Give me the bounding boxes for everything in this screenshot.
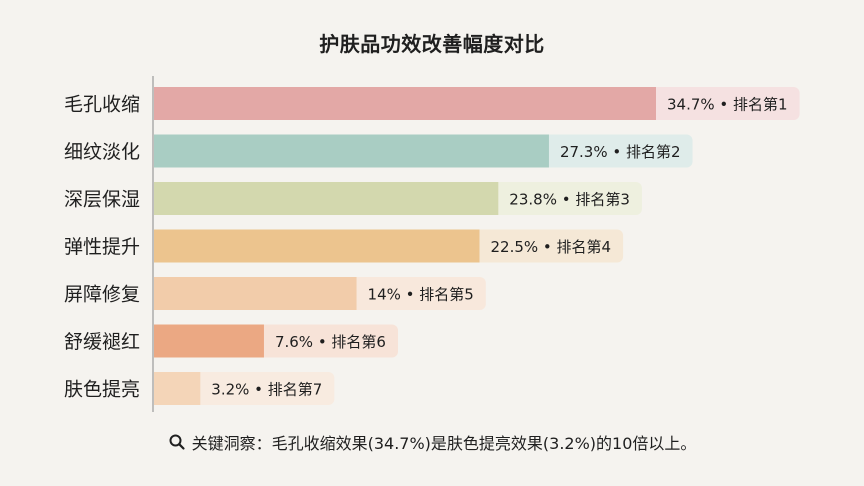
data-label: 22.5% • 排名第4 xyxy=(491,238,612,256)
data-label: 27.3% • 排名第2 xyxy=(560,143,681,161)
category-label: 肤色提亮 xyxy=(64,379,140,401)
data-label-background xyxy=(472,229,624,263)
data-label: 14% • 排名第5 xyxy=(368,286,474,304)
category-label: 深层保湿 xyxy=(64,189,140,211)
data-label: 7.6% • 排名第6 xyxy=(275,333,386,351)
insight-text: 关键洞察：毛孔收缩效果(34.7%)是肤色提亮效果(3.2%)的10倍以上。 xyxy=(191,434,697,453)
data-label: 23.8% • 排名第3 xyxy=(509,191,630,209)
search-icon xyxy=(168,433,186,451)
data-label-background xyxy=(649,87,800,120)
data-label-background xyxy=(256,324,398,358)
category-label: 细纹淡化 xyxy=(64,141,140,163)
chart-title: 护肤品功效改善幅度对比 xyxy=(319,32,545,56)
bar xyxy=(154,87,656,120)
data-label: 34.7% • 排名第1 xyxy=(667,96,788,114)
data-label-background xyxy=(349,277,486,310)
bar xyxy=(154,324,264,358)
bar xyxy=(154,182,499,215)
bar xyxy=(154,372,201,405)
category-label: 毛孔收缩 xyxy=(64,94,140,116)
data-label-background xyxy=(491,182,642,215)
category-label: 舒缓褪红 xyxy=(64,331,140,353)
bar xyxy=(154,134,549,168)
category-label: 弹性提升 xyxy=(64,236,140,258)
category-label: 屏障修复 xyxy=(64,284,140,306)
bar xyxy=(154,277,357,310)
data-label-background xyxy=(193,372,335,405)
bar xyxy=(154,229,480,263)
data-label-background xyxy=(541,134,693,168)
data-label: 3.2% • 排名第7 xyxy=(211,381,322,399)
key-insight: 关键洞察：毛孔收缩效果(34.7%)是肤色提亮效果(3.2%)的10倍以上。 xyxy=(0,430,864,454)
